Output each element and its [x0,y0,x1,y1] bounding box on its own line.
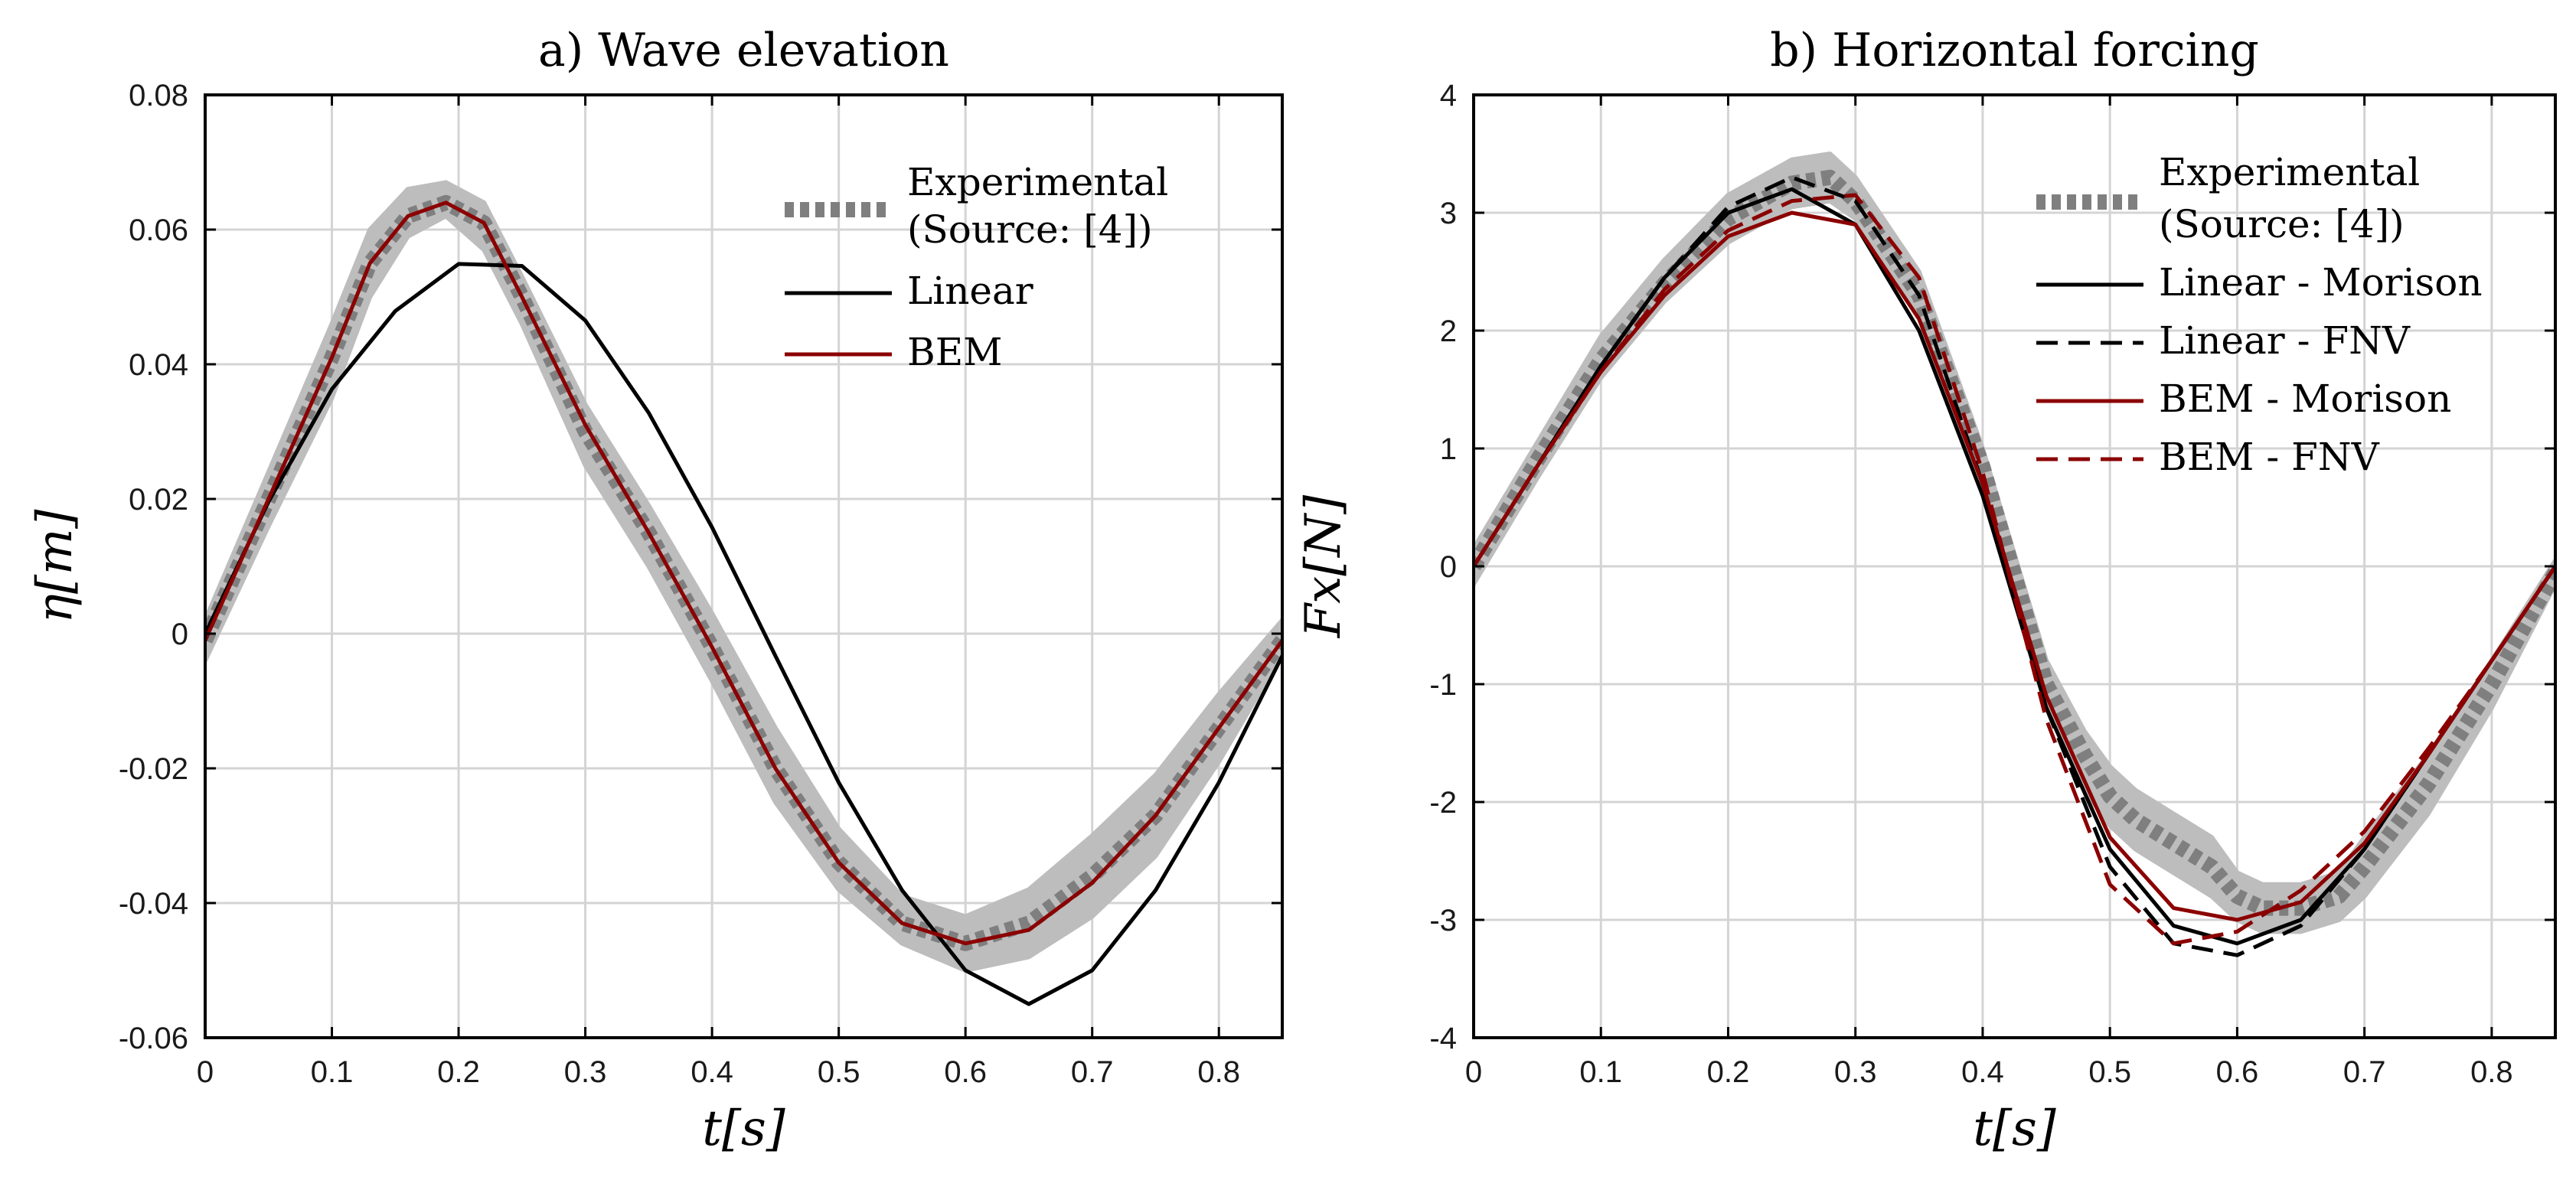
y-tick-label: 0.02 [129,483,188,517]
legend-label: Linear [907,269,1033,313]
x-tick-label: 0.5 [2088,1055,2131,1089]
plot-frame [204,93,1284,1039]
x-tick-label: 0.5 [818,1055,860,1089]
y-tick-label: 3 [1440,197,1457,230]
y-tick-label: -0.06 [119,1022,188,1055]
y-tick-label: 0.06 [129,214,188,247]
experimental-band [205,180,1282,973]
x-tick-label: 0.3 [564,1055,607,1089]
x-tick-label: 0.6 [944,1055,987,1089]
panel-wave-elevation: 0 0.1 0.2 0.3 0.4 0.5 0.6 0.7 0.8 -0.06 -0.04 -0.02… [27,24,1284,1157]
y-tick-label: 1 [1440,432,1457,466]
y-tick-label: 0 [1440,550,1457,584]
chart-title: a) Wave elevation [538,24,949,77]
y-tick-label: -0.04 [119,887,188,921]
x-tick-label: 0.3 [1834,1055,1877,1089]
legend-label: BEM [907,330,1002,374]
x-axis-label: t[s] [1973,1100,2057,1157]
legend-label-source: (Source: [4]) [2159,202,2405,246]
legend: Experimental (Source: [4]) Linear - Moriso… [2036,150,2483,479]
x-tick-label: 0.2 [437,1055,480,1089]
y-tick-label: -1 [1429,668,1457,702]
legend-label: BEM - FNV [2159,435,2380,479]
y-tick-label: -3 [1429,904,1457,937]
x-tick-label: 0 [1465,1055,1482,1089]
x-tick-label: 0.7 [2343,1055,2386,1089]
x-tick-label: 0.2 [1707,1055,1750,1089]
x-axis-label: t[s] [702,1100,786,1157]
plot-area [1474,152,2555,957]
series-line-experimental [1474,169,2555,916]
x-tick-label: 0.1 [311,1055,354,1089]
legend: Experimental(Source: [4]) Linear BEM [785,160,1168,374]
x-tick-label: 0.4 [691,1055,733,1089]
x-tick-label: 0.8 [1197,1055,1240,1089]
legend-label: Linear - FNV [2159,318,2411,363]
x-tick-label: 0.8 [2470,1055,2513,1089]
legend-label: BEM - Morison [2159,377,2451,421]
y-tick-label: -2 [1429,786,1457,820]
y-tick-label: 0.08 [129,79,188,112]
y-axis-label: Fx[N] [1295,494,1352,638]
y-tick-label: 4 [1440,79,1457,112]
legend-label: Experimental [907,160,1168,204]
x-tick-label: 0.4 [1961,1055,2004,1089]
legend-label: Linear - Morison [2159,260,2483,305]
y-tick-label: -0.02 [119,752,188,786]
y-axis-label: η[m] [27,508,83,623]
legend-label: Experimental [2159,150,2420,194]
x-tick-label: 0 [197,1055,214,1089]
plot-area [205,180,1282,1006]
y-tick-label: 2 [1440,315,1457,348]
y-tick-label: 0.04 [129,348,188,382]
y-tick-label: -4 [1429,1022,1457,1055]
series-line-bem-morison [1474,210,2555,922]
y-tick-label: 0 [171,618,188,651]
x-tick-label: 0.7 [1071,1055,1114,1089]
x-tick-label: 0.1 [1579,1055,1622,1089]
x-tick-label: 0.6 [2216,1055,2259,1089]
series-line-bem [205,201,1282,946]
chart-title: b) Horizontal forcing [1770,24,2259,77]
panel-horizontal-forcing: 0 0.1 0.2 0.3 0.4 0.5 0.6 0.7 0.8 -4 -3 -2 -1 0 1 2 3 4 b)… [1295,24,2557,1157]
legend-label-source: (Source: [4]) [907,207,1153,252]
series-line-linear [205,262,1282,1006]
experimental-band [1474,152,2555,934]
